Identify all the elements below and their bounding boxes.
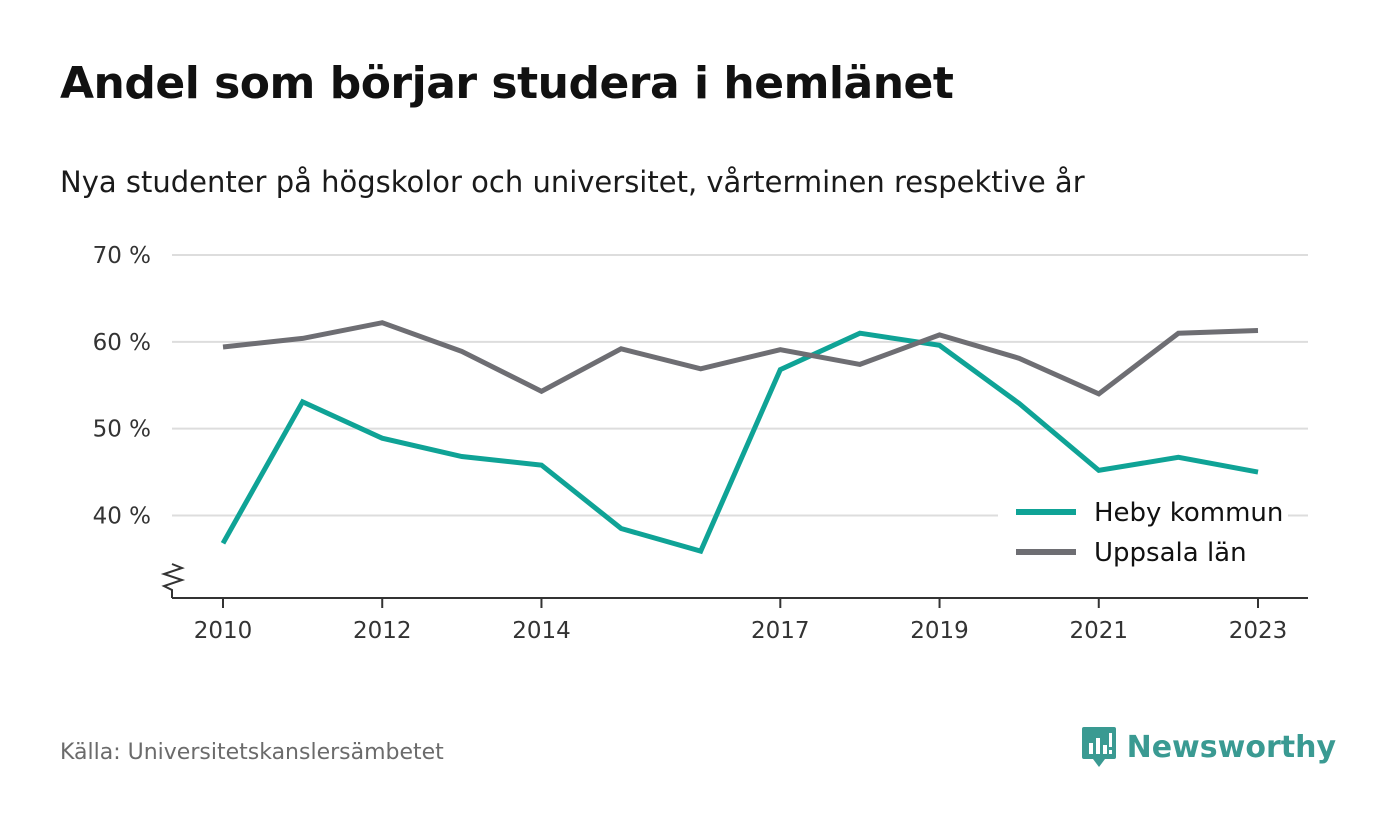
x-tick-label: 2012 (353, 618, 412, 644)
y-tick-label: 40 % (93, 504, 151, 530)
chart-title: Andel som börjar studera i hemlänet (60, 58, 954, 109)
y-axis-break (160, 563, 186, 598)
chart-subtitle: Nya studenter på högskolor och universit… (60, 165, 1085, 199)
y-tick-label: 50 % (93, 417, 151, 443)
x-tick-label: 2017 (751, 618, 810, 644)
legend-background (998, 488, 1288, 576)
x-tick-label: 2023 (1229, 618, 1288, 644)
x-tick-label: 2019 (910, 618, 969, 644)
brand-logo: Newsworthy (1081, 725, 1336, 769)
y-tick-label: 70 % (93, 243, 151, 269)
axes: 40 % 50 % 60 % 70 % 2010 2012 2014 2017 2019 2021… (93, 243, 1308, 644)
brand-name: Newsworthy (1126, 729, 1336, 765)
series-lines (220, 320, 1259, 555)
legend-label: Uppsala län (1094, 538, 1247, 568)
line-chart: 40 % 50 % 60 % 70 % 2010 2012 2014 2017 2019 2021… (93, 243, 1308, 644)
grid-lines (172, 254, 1308, 517)
source-note: Källa: Universitetskanslersämbetet (60, 740, 444, 765)
y-tick-label: 60 % (93, 330, 151, 356)
legend-label: Heby kommun (1094, 498, 1283, 528)
series-line-heby-kommun (220, 330, 1259, 555)
x-tick-label: 2014 (512, 618, 571, 644)
legend: Heby kommun Uppsala län (998, 488, 1288, 576)
x-tick-label: 2010 (194, 618, 253, 644)
x-tick-label: 2021 (1069, 618, 1128, 644)
newsworthy-logo-icon (1081, 727, 1116, 767)
series-line-uppsala-lan (222, 320, 1259, 397)
